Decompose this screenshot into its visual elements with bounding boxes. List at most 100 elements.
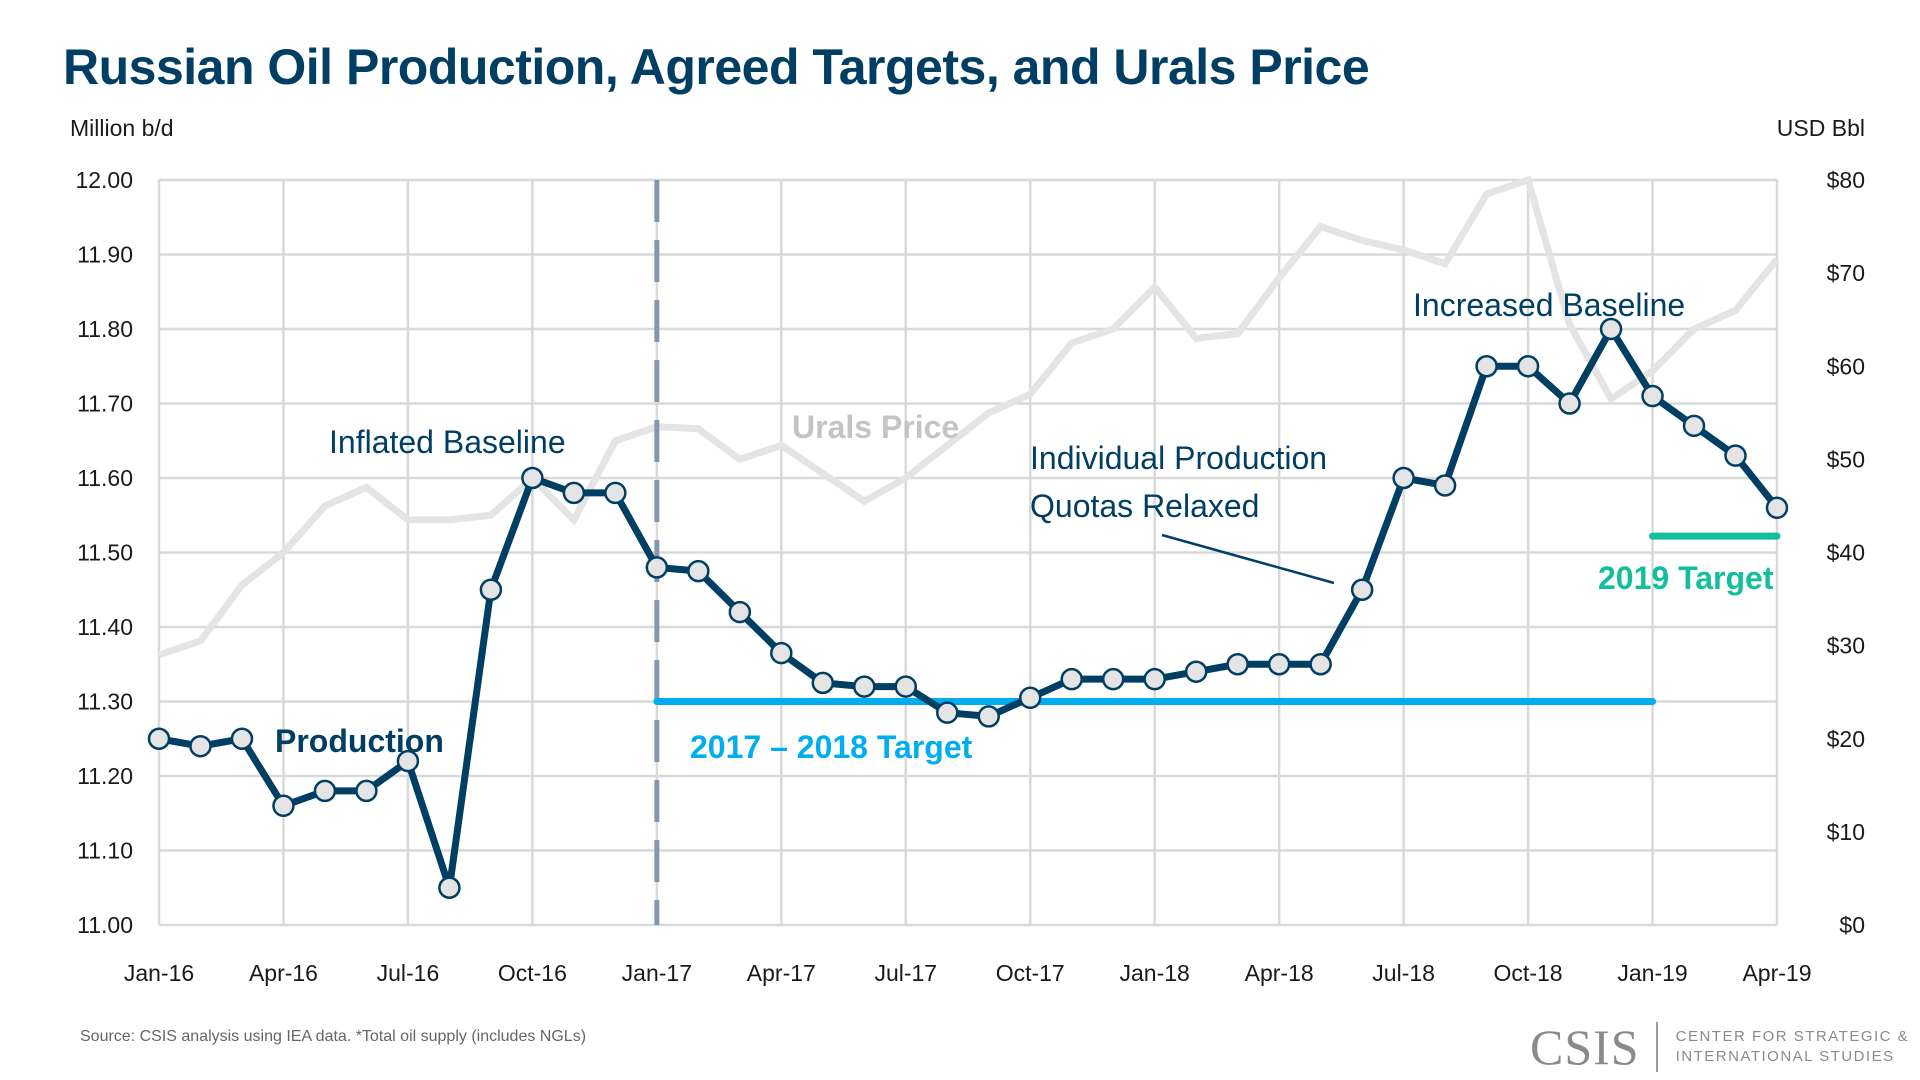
production-marker [1060,667,1083,691]
production-marker [1101,667,1125,691]
source-note: Source: CSIS analysis using IEA data. *T… [80,1028,587,1045]
production-marker [272,794,295,818]
production-marker [1516,355,1540,378]
production-series [147,317,1789,899]
urals-price-line [157,175,1780,659]
production-marker [1682,414,1706,438]
annotation-quotas-line1: Individual Production [1030,440,1327,476]
production-marker [770,641,793,665]
production-marker [728,600,752,624]
axis-ticks: 11.00 11.10 11.20 11.30 11.40 11.50 11.60 11.70… [75,167,1865,986]
logo-mark: CSIS [1530,1019,1640,1075]
csis-logo: CSIS CENTER FOR STRATEGIC & INTERNATIONA… [1530,1018,1909,1076]
x-tick-label: Jul-17 [874,960,937,986]
production-marker [1392,466,1415,490]
left-tick-label: 11.70 [77,391,133,417]
production-marker [562,481,586,505]
production-marker [521,466,544,490]
logo-divider [1655,1022,1658,1072]
x-tick-label: Jan-18 [1120,960,1190,986]
production-line [158,325,1780,892]
x-tick-label: Oct-17 [996,960,1065,986]
x-tick-label: Jul-18 [1372,960,1435,986]
production-marker [479,578,503,601]
production-marker [1184,660,1208,683]
production-marker [1309,653,1332,676]
x-tick-label: Apr-18 [1245,960,1314,986]
production-marker [1433,474,1457,497]
right-tick-label: $50 [1827,446,1865,472]
production-marker [687,559,710,583]
production-marker [189,734,212,758]
production-marker [313,779,337,803]
production-marker [1558,392,1581,415]
production-marker [396,749,420,773]
production-marker [811,671,835,695]
chart-title: Russian Oil Production, Agreed Targets, … [63,39,1370,95]
x-tick-label: Jan-19 [1617,960,1687,986]
logo-text: CENTER FOR STRATEGIC & INTERNATIONAL STU… [1676,1027,1910,1067]
logo-line-1: CENTER FOR STRATEGIC & [1675,1028,1910,1045]
production-marker [230,727,254,750]
production-marker [604,481,627,505]
right-tick-label: $40 [1827,540,1865,566]
annotation-target-2019: 2019 Target [1598,560,1774,596]
right-tick-label: $10 [1827,819,1865,845]
left-tick-label: 11.90 [77,242,133,268]
targets [653,532,1781,705]
left-tick-label: 11.60 [77,465,133,491]
x-tick-label: Apr-17 [747,960,816,986]
production-marker [1641,384,1664,408]
right-tick-label: $20 [1827,726,1865,752]
left-tick-label: 11.20 [77,763,133,789]
annotation-inflated-baseline: Inflated Baseline [329,424,566,460]
x-tick-label: Jan-17 [622,960,692,986]
x-tick-label: Apr-19 [1742,960,1811,986]
annotations: Production Inflated Baseline Urals Price In… [275,287,1774,765]
production-marker [1765,496,1789,520]
left-tick-label: 11.30 [77,689,133,715]
production-marker [1724,444,1747,467]
production-marker [645,556,669,579]
x-tick-label: Jul-16 [377,960,440,986]
production-marker [977,705,1000,728]
annotation-quotas-line2: Quotas Relaxed [1030,488,1259,524]
production-marker [1143,667,1166,691]
left-tick-label: 12.00 [75,167,133,193]
production-marker [894,675,918,698]
production-marker [355,779,378,803]
production-marker [1267,653,1291,676]
production-marker [1475,355,1498,378]
logo-line-2: INTERNATIONAL STUDIES [1675,1048,1895,1065]
production-marker [936,701,959,724]
annotation-urals-price: Urals Price [792,409,959,445]
right-tick-label: $70 [1827,260,1865,286]
left-tick-label: 11.80 [77,316,133,342]
right-tick-label: $60 [1827,353,1865,379]
right-axis-unit: USD Bbl [1776,115,1865,141]
right-tick-label: $80 [1827,167,1865,193]
x-tick-label: Oct-18 [1494,960,1563,986]
annotation-production: Production [275,723,444,759]
production-marker [1226,653,1249,676]
x-tick-label: Jan-16 [124,960,194,986]
production-marker [1599,317,1623,341]
x-tick-label: Oct-16 [498,960,567,986]
annotation-increased-baseline: Increased Baseline [1413,287,1685,323]
annotation-pointer [1161,533,1335,585]
left-tick-label: 11.10 [77,838,133,864]
production-marker [1350,578,1374,601]
right-tick-label: $0 [1839,912,1865,938]
left-axis-unit: Million b/d [70,115,174,141]
production-marker [147,727,171,750]
right-tick-label: $30 [1827,633,1865,659]
annotation-target-2017-2018: 2017 – 2018 Target [690,729,973,765]
production-marker [438,876,461,899]
left-tick-label: 11.40 [77,614,133,640]
left-tick-label: 11.50 [77,540,133,566]
left-tick-label: 11.00 [77,912,133,938]
production-marker [1018,686,1042,710]
x-tick-label: Apr-16 [249,960,318,986]
production-marker [853,675,876,698]
